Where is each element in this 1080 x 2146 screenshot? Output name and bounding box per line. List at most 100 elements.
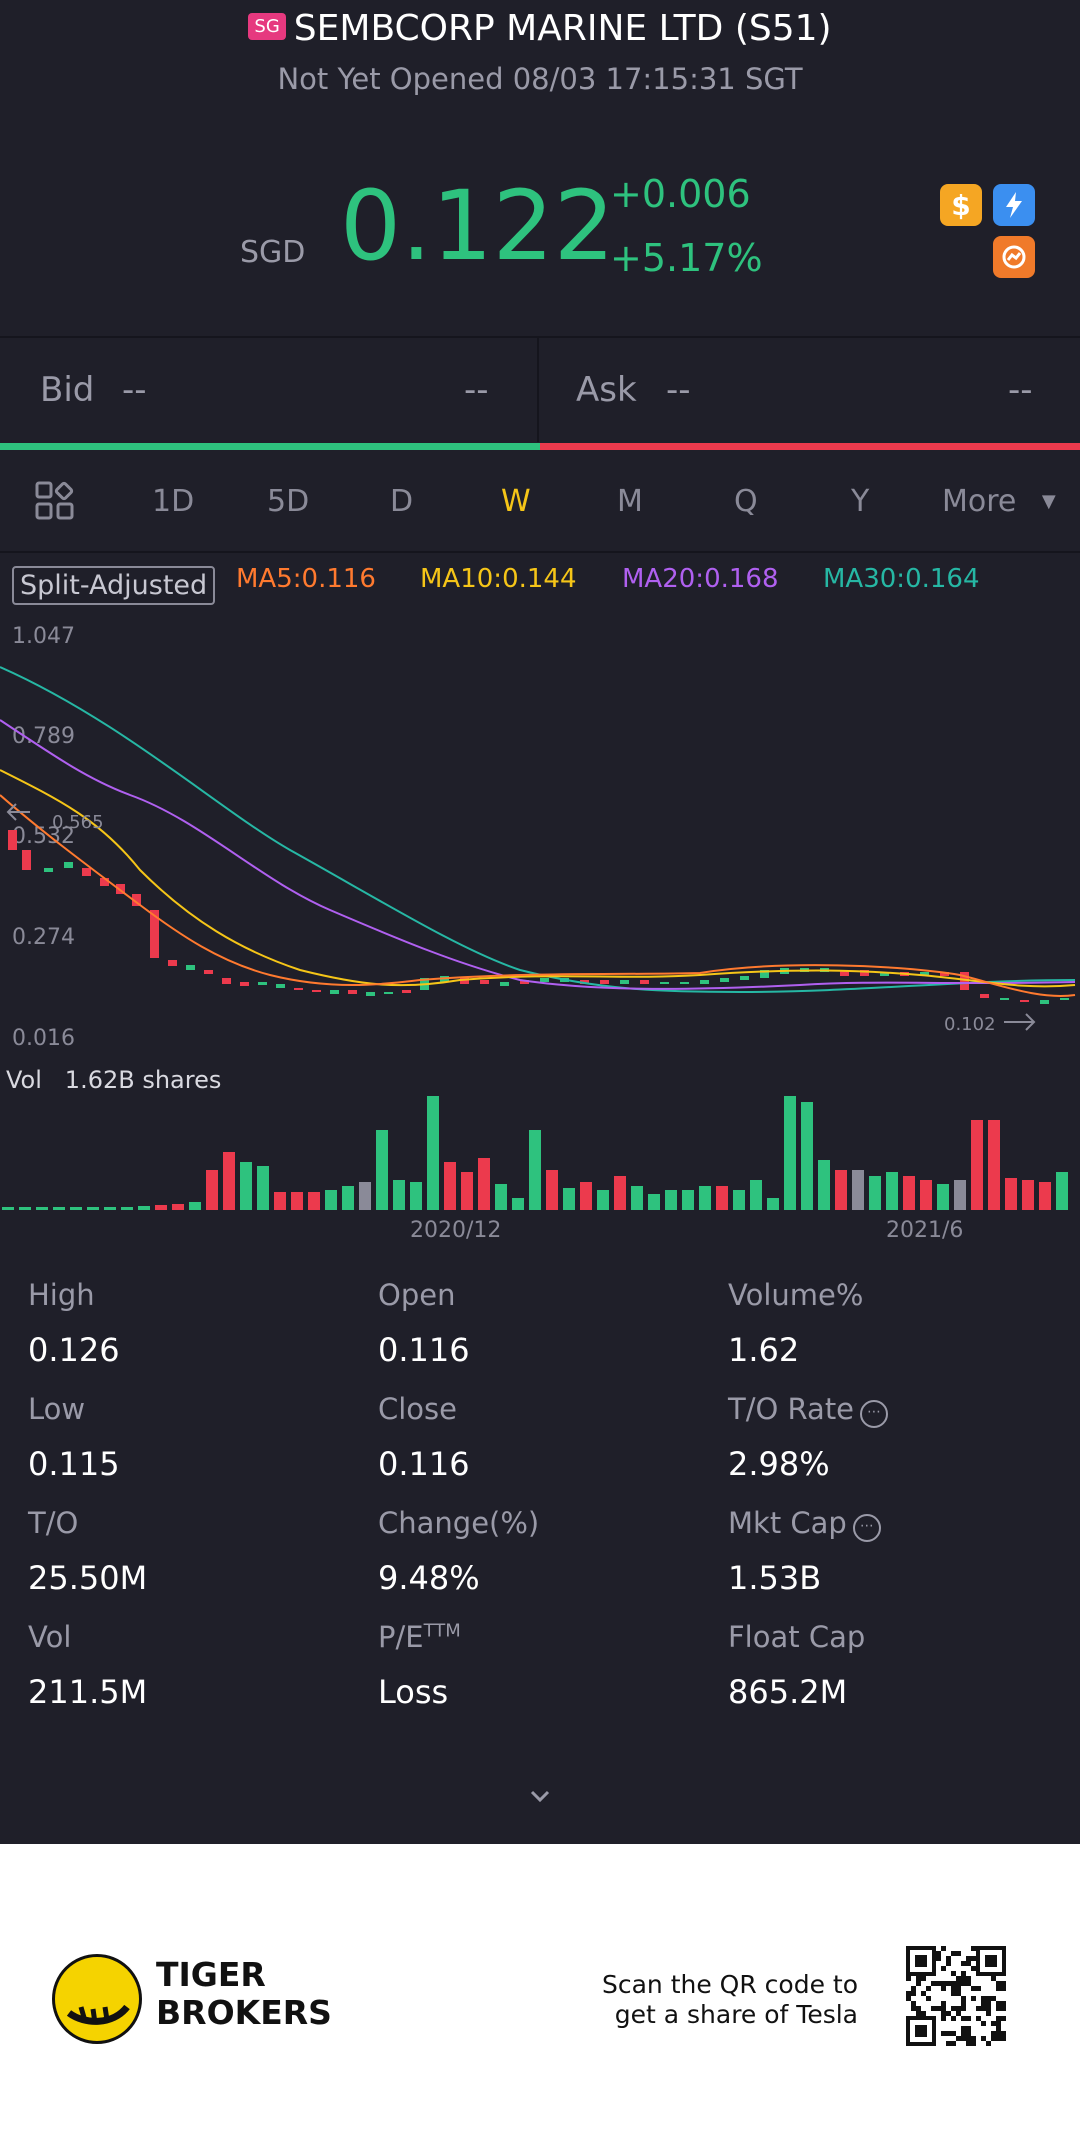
ask-size: -- <box>1008 370 1033 410</box>
volume-bar <box>138 1206 150 1210</box>
stat-label: Vol <box>28 1620 72 1654</box>
dropdown-caret-icon: ▼ <box>1041 491 1056 512</box>
volume-bar <box>971 1120 983 1210</box>
volume-bar <box>359 1182 371 1210</box>
candle <box>366 992 375 996</box>
stat-value: 1.62 <box>728 1331 800 1369</box>
y-tick-label: 0.016 <box>12 1026 75 1051</box>
volume-chart[interactable] <box>0 1096 1080 1216</box>
dollar-icon[interactable]: $ <box>940 184 982 226</box>
candle <box>64 862 73 868</box>
ask-price: -- <box>666 370 691 410</box>
ma10-line <box>0 769 1076 988</box>
volume-label: Vol 1.62B shares <box>6 1066 222 1094</box>
volume-bar <box>954 1180 966 1210</box>
tab-y[interactable]: Y <box>851 484 870 519</box>
volume-bar <box>682 1190 694 1210</box>
candle <box>8 830 17 850</box>
tab-1d[interactable]: 1D <box>152 484 195 519</box>
stat-label: T/O Rate ⋯ <box>728 1392 889 1428</box>
candlestick-chart[interactable]: 0.565 0.102 <box>0 580 1080 1080</box>
volume-bar <box>393 1180 405 1210</box>
candle <box>940 972 949 976</box>
candle <box>700 980 709 984</box>
candle <box>1060 998 1069 1000</box>
volume-bar <box>172 1204 184 1210</box>
candle <box>186 965 195 970</box>
tab-5d[interactable]: 5D <box>267 484 310 519</box>
stock-title: SG SEMBCORP MARINE LTD (S51) <box>0 8 1080 49</box>
divider <box>0 336 1080 338</box>
stat-label: Mkt Cap ⋯ <box>728 1506 881 1542</box>
stat-value: 9.48% <box>378 1559 480 1597</box>
split-adjusted-toggle[interactable]: Split-Adjusted <box>12 566 216 605</box>
stat-value: 25.50M <box>28 1559 148 1597</box>
x-tick-label: 2020/12 <box>410 1218 502 1243</box>
volume-bar <box>699 1186 711 1210</box>
tab-m[interactable]: M <box>617 484 643 519</box>
ask-panel: Ask -- -- <box>540 338 1080 442</box>
ask-volume-bar <box>540 443 1080 450</box>
volume-bar <box>19 1207 31 1210</box>
volume-bar <box>2 1207 14 1210</box>
volume-bar <box>886 1172 898 1210</box>
market-status: Not Yet Opened 08/03 17:15:31 SGT <box>277 62 803 96</box>
candle <box>204 970 213 974</box>
volume-bar <box>716 1186 728 1210</box>
price-change-percent: +5.17% <box>610 236 763 280</box>
candle <box>580 980 589 984</box>
ma10-legend: MA10:0.144 <box>420 564 577 594</box>
volume-bar <box>274 1192 286 1210</box>
volume-bar <box>546 1170 558 1210</box>
volume-bar <box>631 1186 643 1210</box>
volume-bar <box>36 1207 48 1210</box>
volume-bar <box>563 1188 575 1210</box>
ma20-line <box>0 719 1076 990</box>
volume-bar <box>206 1170 218 1210</box>
volume-bar <box>376 1130 388 1210</box>
candle <box>680 982 689 984</box>
low-marker-value: 0.102 <box>944 1014 996 1035</box>
y-tick-label: 0.532 <box>12 824 75 849</box>
volume-bar <box>801 1102 813 1210</box>
more-info-icon[interactable]: ⋯ <box>860 1400 889 1428</box>
candle <box>132 894 141 906</box>
stat-label: Change(%) <box>378 1506 540 1540</box>
candle <box>1020 1000 1029 1002</box>
tab-d[interactable]: D <box>390 484 414 519</box>
layout-grid-icon[interactable] <box>34 480 76 526</box>
volume-bar <box>240 1162 252 1210</box>
volume-bar <box>903 1176 915 1210</box>
bid-price: -- <box>122 370 147 410</box>
lightning-icon[interactable] <box>993 184 1035 226</box>
ma30-legend: MA30:0.164 <box>823 564 980 594</box>
volume-bar <box>87 1207 99 1210</box>
candle <box>660 982 669 984</box>
candle <box>600 980 609 984</box>
volume-bar <box>1005 1178 1017 1210</box>
candle <box>520 980 529 984</box>
high-marker-value: 0.565 <box>52 812 104 833</box>
candle <box>1000 998 1009 1000</box>
tab-q[interactable]: Q <box>734 484 758 519</box>
volume-bar <box>495 1184 507 1210</box>
candle <box>258 982 267 985</box>
stat-value: 0.115 <box>28 1445 120 1483</box>
more-info-icon[interactable]: ⋯ <box>852 1514 881 1542</box>
candle <box>276 984 285 988</box>
volume-bar <box>512 1198 524 1210</box>
brand-name: TIGER BROKERS <box>156 1955 332 2032</box>
tab-w[interactable]: W <box>501 484 531 519</box>
volume-bar <box>1056 1172 1068 1210</box>
promo-footer: TIGER BROKERS Scan the QR code to get a … <box>0 1844 1080 2146</box>
options-icon[interactable] <box>993 236 1035 278</box>
candle <box>840 970 849 976</box>
bid-volume-bar <box>0 443 540 450</box>
candle <box>460 978 469 984</box>
candle <box>240 982 249 986</box>
stat-value: 865.2M <box>728 1673 848 1711</box>
volume-bar <box>223 1152 235 1210</box>
chevron-down-icon[interactable] <box>528 1784 552 1808</box>
volume-bar <box>648 1194 660 1210</box>
tab-more[interactable]: More ▼ <box>942 484 1056 519</box>
